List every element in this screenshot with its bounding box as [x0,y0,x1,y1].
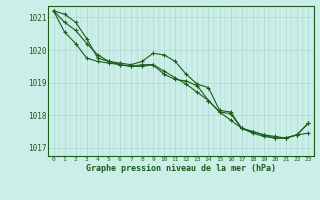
X-axis label: Graphe pression niveau de la mer (hPa): Graphe pression niveau de la mer (hPa) [86,164,276,173]
